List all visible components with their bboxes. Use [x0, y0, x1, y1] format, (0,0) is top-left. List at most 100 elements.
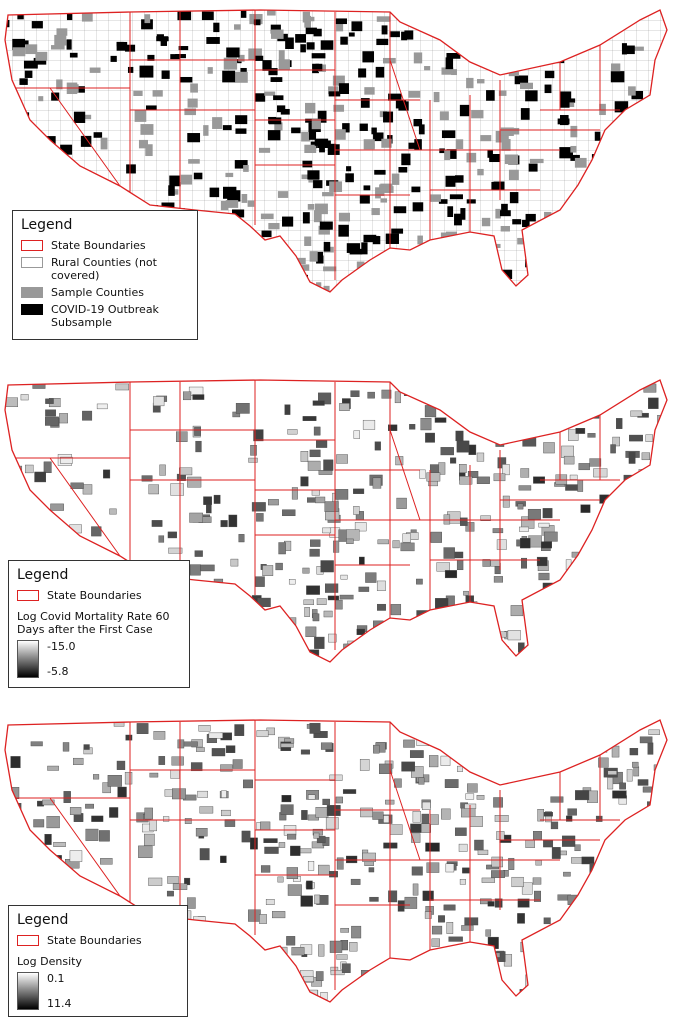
county [291, 487, 298, 500]
county [299, 848, 312, 854]
county [148, 484, 159, 495]
county [604, 281, 610, 289]
legend-label: State Boundaries [47, 589, 142, 602]
county [93, 132, 103, 138]
county [320, 560, 334, 573]
county [645, 268, 656, 278]
county [543, 917, 551, 925]
county [619, 782, 626, 790]
county [304, 607, 310, 617]
county [401, 153, 411, 166]
county [5, 650, 8, 659]
county [328, 86, 339, 95]
county [247, 200, 255, 207]
county [422, 890, 434, 901]
county [612, 790, 627, 799]
county [619, 839, 631, 849]
county [314, 203, 328, 215]
county [471, 109, 484, 119]
county [153, 396, 165, 407]
county [170, 769, 180, 779]
county [594, 533, 606, 543]
county [616, 524, 627, 533]
county [650, 917, 662, 925]
county [634, 900, 649, 913]
county [307, 204, 315, 210]
county [543, 531, 558, 542]
county [276, 105, 286, 113]
county [80, 178, 94, 188]
county [251, 502, 266, 512]
county [271, 29, 284, 39]
legend-label: Sample Counties [51, 286, 144, 299]
county [418, 777, 425, 785]
county [332, 75, 345, 86]
county [12, 38, 26, 51]
county [445, 997, 457, 1002]
county [259, 642, 268, 654]
county [149, 772, 159, 778]
county [528, 535, 542, 548]
county [445, 175, 456, 187]
county [598, 757, 609, 768]
county [566, 815, 573, 822]
county [520, 82, 533, 90]
county [323, 266, 337, 272]
county [616, 875, 630, 886]
county [309, 722, 321, 734]
county [315, 971, 324, 981]
county [259, 914, 267, 924]
county [564, 289, 571, 292]
county [300, 895, 313, 907]
county [47, 886, 54, 893]
county [538, 638, 545, 650]
county [480, 409, 491, 416]
legend-title: Legend [17, 567, 69, 583]
county [256, 513, 264, 522]
county [69, 52, 78, 58]
county [572, 943, 580, 952]
county [599, 284, 609, 292]
county [340, 574, 348, 580]
county [170, 54, 180, 60]
county [315, 63, 323, 71]
county [575, 237, 589, 243]
county [629, 434, 643, 442]
county [305, 102, 316, 114]
county [504, 154, 519, 165]
county [595, 815, 603, 822]
county [179, 467, 193, 476]
county [615, 418, 623, 429]
county [93, 774, 100, 780]
county [555, 474, 568, 485]
county [448, 12, 459, 25]
county [313, 832, 320, 839]
county [589, 260, 599, 271]
county [379, 632, 387, 638]
county [495, 208, 501, 219]
county [447, 265, 455, 277]
county [319, 221, 333, 230]
county [490, 559, 501, 567]
county [116, 760, 126, 770]
county [375, 66, 385, 78]
county [401, 31, 408, 41]
county [501, 139, 511, 151]
county [607, 279, 619, 289]
county [371, 127, 377, 135]
county [525, 90, 538, 102]
county [60, 144, 73, 155]
county [641, 207, 650, 213]
county [248, 457, 258, 463]
county [240, 10, 247, 18]
county [604, 521, 611, 528]
county [287, 429, 298, 435]
county [263, 838, 278, 843]
scale-label: -15.0 [47, 640, 76, 653]
county [456, 559, 464, 571]
county [336, 454, 348, 464]
county [278, 59, 290, 71]
scale-label: 0.1 [47, 972, 65, 985]
county [482, 559, 491, 567]
county [440, 755, 451, 766]
